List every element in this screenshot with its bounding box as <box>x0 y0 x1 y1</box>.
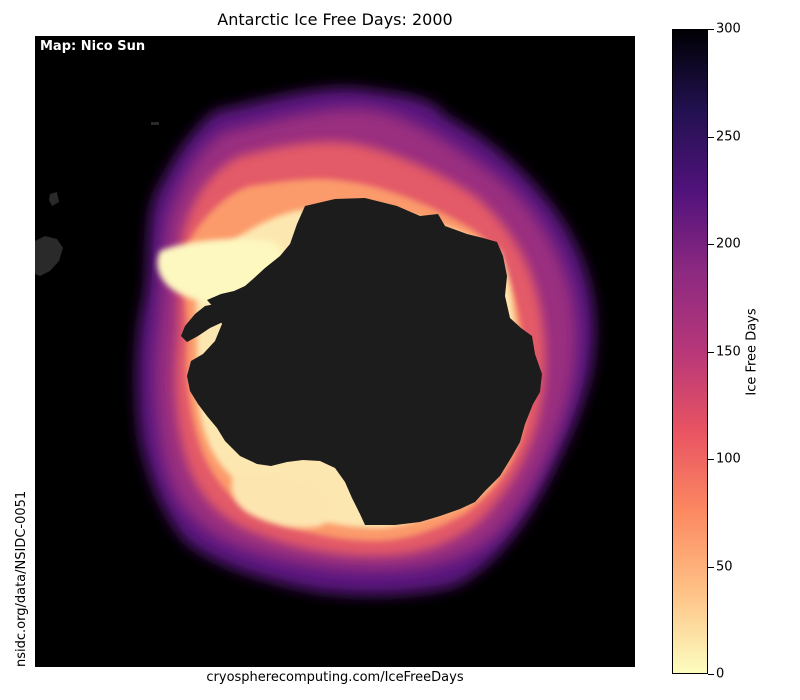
ross-sea-patch <box>231 474 331 528</box>
map-credit: Map: Nico Sun <box>40 39 146 54</box>
website-source-label: cryospherecomputing.com/IceFreeDays <box>206 670 464 685</box>
colorbar <box>672 29 708 674</box>
colorbar-tick-label: 0 <box>716 666 725 682</box>
colorbar-tick-label: 50 <box>716 559 733 574</box>
colorbar-tick <box>708 136 714 138</box>
colorbar-tick-label: 300 <box>716 21 741 37</box>
chart-title: Antarctic Ice Free Days: 2000 <box>217 10 453 29</box>
colorbar-tick-label: 150 <box>716 344 741 359</box>
colorbar-tick <box>708 351 714 353</box>
colorbar-tick <box>708 674 714 675</box>
island-fragment <box>49 192 59 206</box>
island-fragment-small <box>151 122 159 125</box>
south-america-tip <box>35 236 63 276</box>
data-source-label: nsidc.org/data/NSIDC-0051 <box>14 490 29 667</box>
colorbar-tick <box>708 459 714 460</box>
colorbar-tick-label: 250 <box>716 129 741 144</box>
colorbar-tick <box>708 244 714 245</box>
antarctic-peninsula <box>181 251 285 342</box>
colorbar-tick <box>708 566 714 568</box>
map-frame: Map: Nico Sun <box>35 36 635 667</box>
colorbar-tick-label: 200 <box>716 236 741 252</box>
colorbar-tick-label: 100 <box>716 451 741 467</box>
colorbar-label: Ice Free Days <box>744 308 760 396</box>
antarctic-ice-map <box>35 88 595 596</box>
colorbar-tick <box>708 29 714 30</box>
